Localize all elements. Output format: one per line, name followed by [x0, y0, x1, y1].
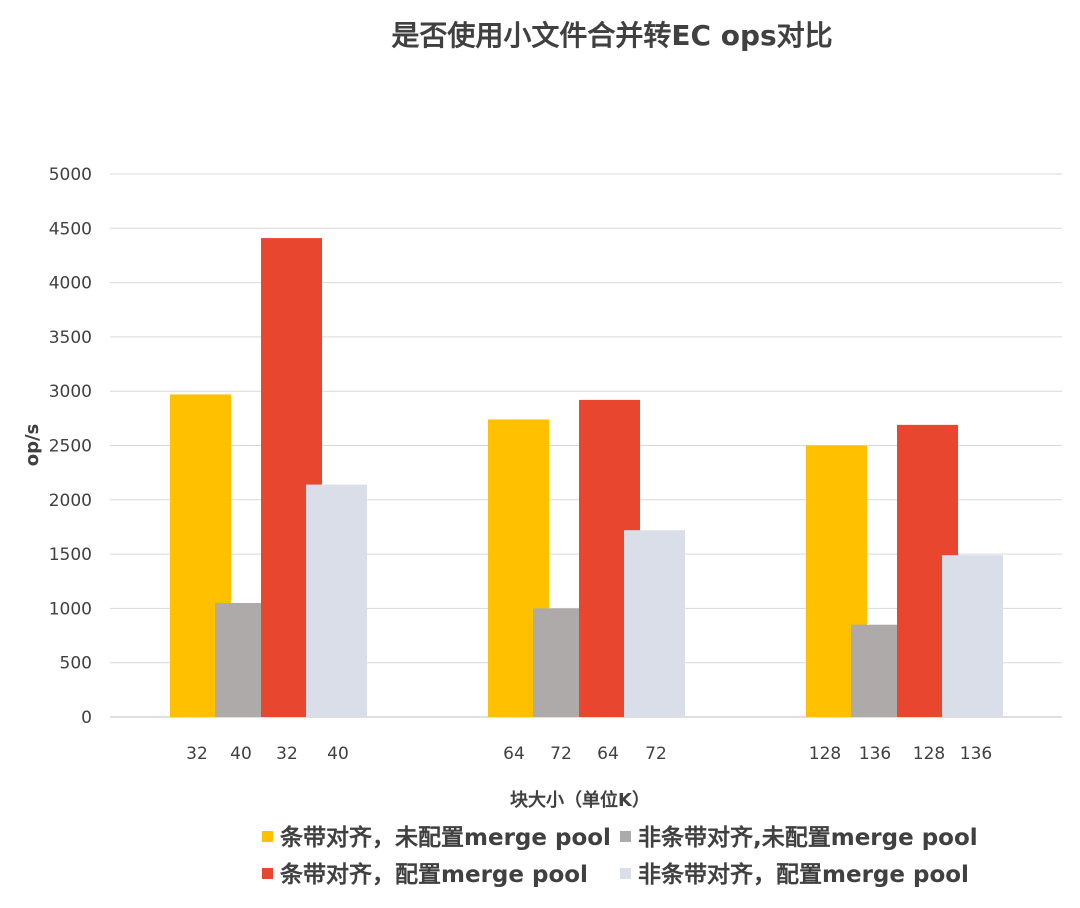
legend-swatch: [262, 868, 273, 879]
x-tick-label: 64: [503, 744, 525, 764]
x-tick-label: 128: [809, 744, 841, 764]
bar: [215, 602, 261, 717]
legend: 条带对齐，未配置merge pool 非条带对齐,未配置merge pool 条带对…: [262, 824, 978, 888]
legend-swatch: [620, 831, 631, 842]
y-tick-label: 4000: [49, 274, 92, 294]
y-tick-label: 3000: [49, 382, 92, 402]
x-axis-label: 块大小（单位K）: [510, 789, 650, 811]
x-tick-label: 72: [645, 744, 667, 764]
x-tick-label: 128: [913, 744, 945, 764]
legend-label: 非条带对齐，配置merge pool: [638, 861, 969, 888]
bar: [851, 624, 897, 717]
bars: [170, 238, 1003, 717]
chart-title: 是否使用小文件合并转EC ops对比: [391, 19, 832, 52]
y-tick-label: 2000: [49, 491, 92, 511]
legend-label: 条带对齐，未配置merge pool: [280, 824, 611, 851]
y-tick-label: 5000: [49, 165, 92, 185]
x-tick-label: 64: [597, 744, 619, 764]
y-tick-label: 500: [60, 654, 92, 674]
x-tick-label: 136: [859, 744, 891, 764]
x-tick-label: 72: [550, 744, 572, 764]
y-tick-label: 0: [81, 708, 92, 728]
y-tick-label: 4500: [49, 219, 92, 239]
y-tick-label: 2500: [49, 437, 92, 457]
x-tick-label: 40: [327, 744, 349, 764]
bar: [624, 530, 685, 717]
y-tick-label: 3500: [49, 328, 92, 348]
y-axis-label: op/s: [22, 424, 43, 467]
legend-swatch: [262, 831, 273, 842]
x-tick-label: 40: [230, 744, 252, 764]
y-tick-label: 1000: [49, 599, 92, 619]
x-tick-label: 32: [186, 744, 208, 764]
legend-label: 条带对齐，配置merge pool: [280, 861, 588, 888]
legend-swatch: [620, 868, 631, 879]
bar: [533, 608, 579, 717]
legend-label: 非条带对齐,未配置merge pool: [638, 824, 978, 851]
bar: [942, 555, 1003, 717]
y-tick-label: 1500: [49, 545, 92, 565]
x-tick-label: 32: [276, 744, 298, 764]
y-axis-ticks: 0 500 1000 1500 2000 2500 3000 3500 4000 4500 5000: [49, 165, 92, 728]
x-tick-label: 136: [960, 744, 992, 764]
x-axis-ticks: 32 40 32 40 64 72 64 72 128 136 128 136: [186, 744, 992, 764]
bar: [306, 484, 367, 717]
